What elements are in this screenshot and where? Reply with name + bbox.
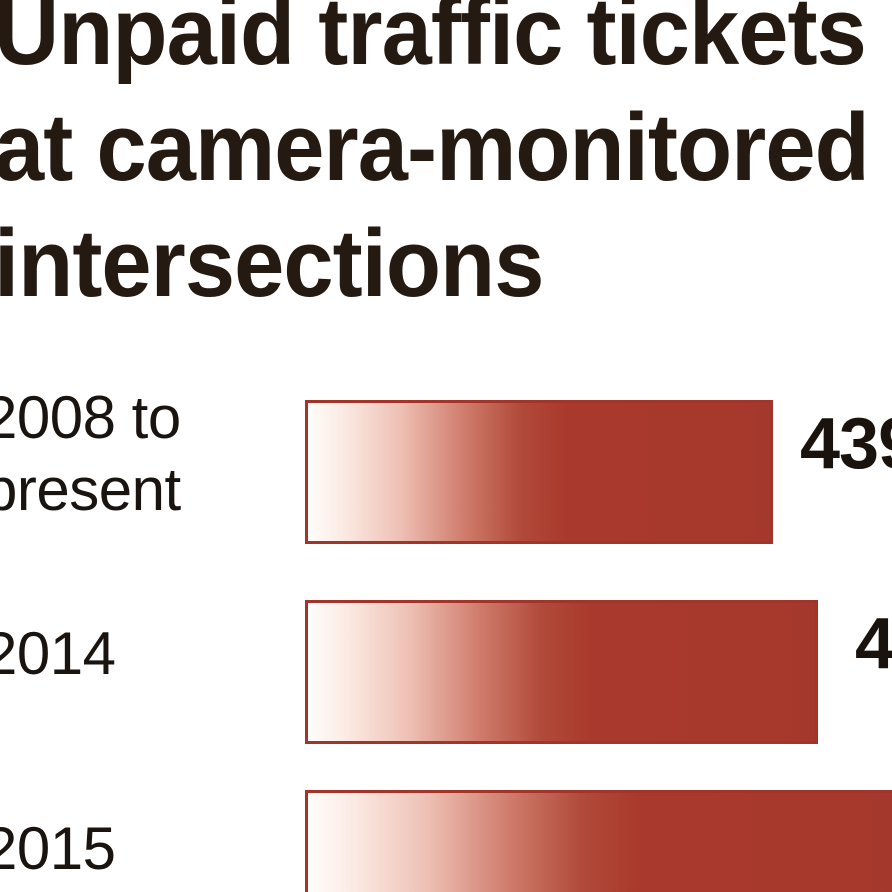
bar-2015 — [305, 790, 892, 892]
category-label-line-1: 2008 to — [0, 384, 181, 451]
bar-track — [305, 600, 818, 744]
headline-line-1: Unpaid traffic tickets — [0, 0, 867, 85]
headline-line-2: at camera-monitored — [0, 94, 870, 201]
category-label-2008-to-present: 2008 to present — [0, 382, 284, 526]
bar-track — [305, 400, 773, 544]
bar-2008-to-present — [305, 400, 773, 544]
chart-row: 2014 4 — [0, 560, 892, 755]
bar-value-2014: 4 — [855, 604, 892, 684]
bar-track — [305, 790, 892, 892]
chart-row: 2015 5 — [0, 755, 892, 892]
headline-line-3: intersections — [0, 210, 544, 317]
bar-2014 — [305, 600, 818, 744]
category-label-2015: 2015 — [0, 813, 284, 885]
category-label-line-1: 2014 — [0, 620, 116, 687]
page-title: Unpaid traffic tickets at camera-monitor… — [0, 0, 892, 322]
category-label-line-2: present — [0, 456, 181, 523]
category-label-2014: 2014 — [0, 618, 284, 690]
bar-value-2008-to-present: 439 — [800, 404, 892, 484]
category-label-line-1: 2015 — [0, 815, 116, 882]
chart-row: 2008 to present 439 — [0, 360, 892, 560]
bar-chart: 2008 to present 439 2014 4 2015 — [0, 360, 892, 892]
